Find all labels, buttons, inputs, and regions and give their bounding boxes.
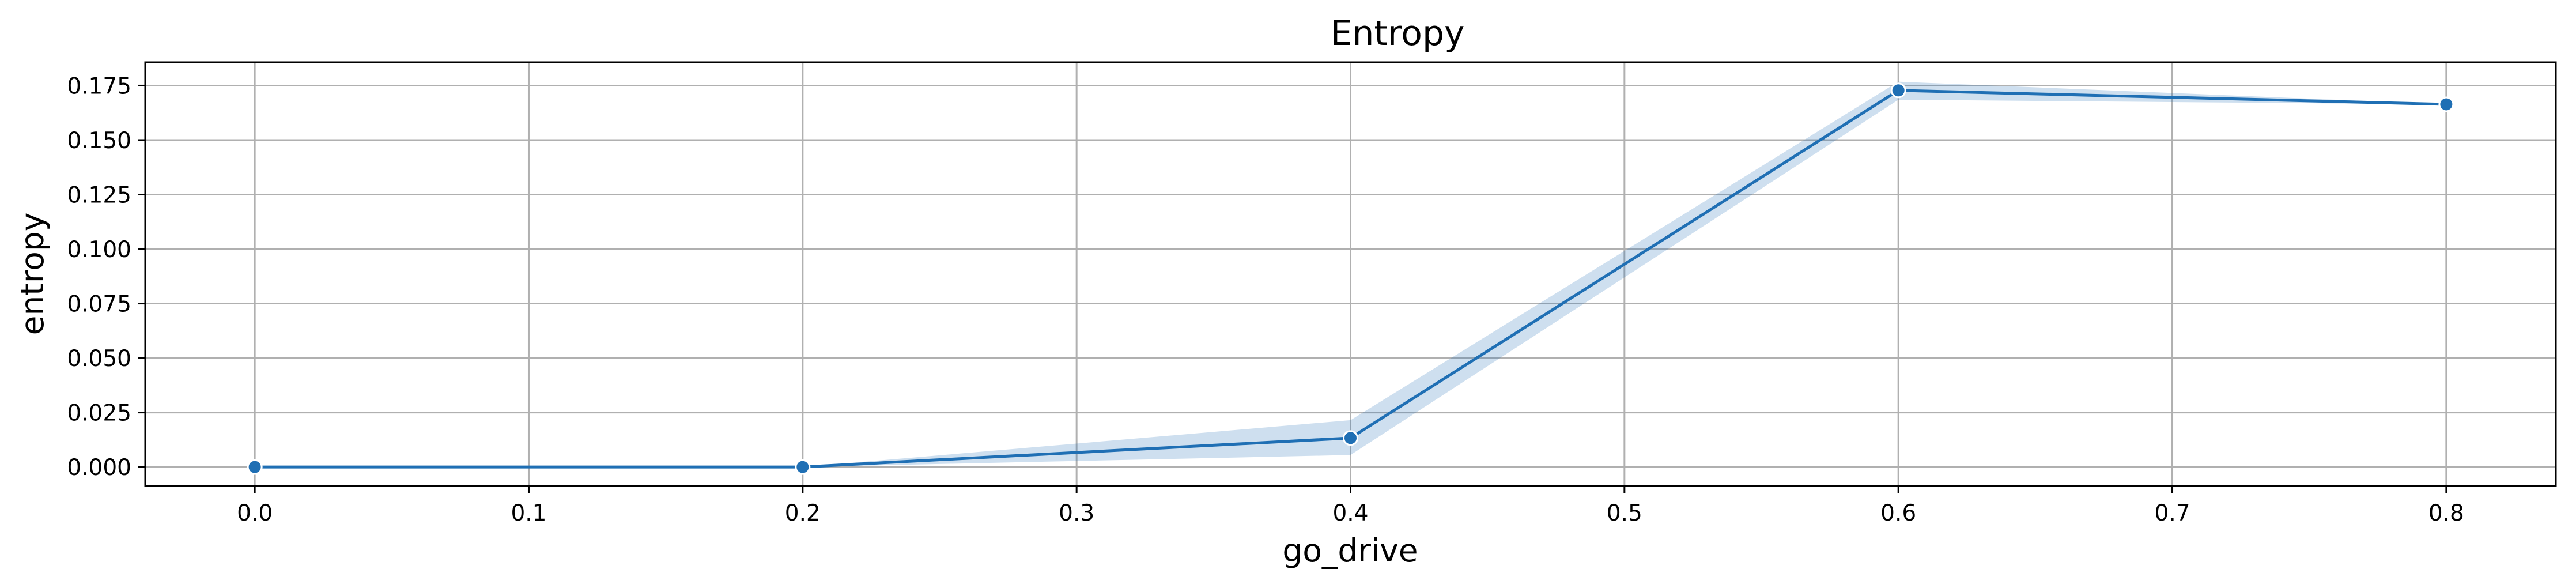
x-tick-label: 0.5 [1607,500,1642,526]
x-tick-label: 0.4 [1332,500,1368,526]
x-axis-ticks: 0.0 0.1 0.2 0.3 0.4 0.5 0.6 0.7 0.8 [237,486,2464,526]
y-tick-label: 0.100 [67,237,131,263]
y-tick-label: 0.025 [67,401,131,427]
y-tick-label: 0.075 [67,292,131,318]
y-tick-label: 0.150 [67,128,131,154]
x-tick-label: 0.3 [1059,500,1094,526]
x-tick-label: 0.8 [2428,500,2464,526]
y-tick-label: 0.000 [67,455,131,481]
x-tick-label: 0.7 [2155,500,2190,526]
y-axis-ticks: 0.000 0.025 0.050 0.075 0.100 0.125 0.150 0.175 [67,73,145,481]
x-tick-label: 0.1 [511,500,546,526]
data-point [1890,82,1906,99]
x-tick-label: 0.6 [1880,500,1916,526]
data-point [247,459,263,475]
x-tick-label: 0.0 [237,500,273,526]
data-point [2438,96,2454,112]
y-tick-label: 0.050 [67,346,131,372]
grid [145,62,2556,486]
y-tick-label: 0.125 [67,182,131,208]
y-axis-label: entropy [14,213,51,336]
chart-title: Entropy [1330,13,1464,54]
x-axis-label: go_drive [1282,532,1418,569]
data-point [1343,430,1358,446]
data-point [795,459,811,475]
marker-layer [247,82,2454,475]
y-tick-label: 0.175 [67,73,131,99]
x-tick-label: 0.2 [785,500,821,526]
